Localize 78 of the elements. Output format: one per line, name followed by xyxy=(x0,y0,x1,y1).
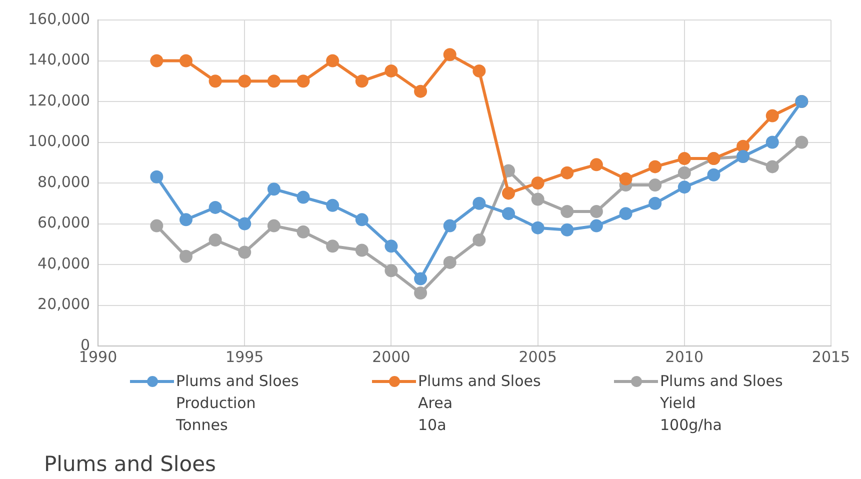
point xyxy=(267,219,280,232)
point xyxy=(267,182,280,196)
point xyxy=(560,223,574,236)
point xyxy=(179,213,192,226)
point xyxy=(414,272,428,286)
point xyxy=(648,178,662,192)
y-tick-label: 140,000 xyxy=(28,50,90,69)
point xyxy=(238,217,252,230)
point xyxy=(296,74,310,88)
point xyxy=(296,190,310,204)
point xyxy=(766,136,779,149)
point xyxy=(766,160,779,174)
point xyxy=(795,136,808,149)
point xyxy=(619,172,632,186)
point xyxy=(707,168,720,182)
point xyxy=(179,54,192,68)
point xyxy=(472,196,486,210)
point xyxy=(678,152,691,166)
legend-label: Plums and Sloes Yield 100g/ha xyxy=(660,371,783,436)
text: Plums and Sloes xyxy=(44,452,216,476)
point xyxy=(648,196,662,210)
y-tick-label: 60,000 xyxy=(38,214,90,232)
point xyxy=(678,166,691,180)
point xyxy=(355,213,368,226)
point xyxy=(531,192,544,206)
point xyxy=(590,219,603,232)
x-tick-label: 1995 xyxy=(226,348,264,366)
x-tick-label: 2010 xyxy=(665,348,704,366)
y-tick-label: 80,000 xyxy=(38,172,90,191)
point xyxy=(531,221,544,234)
point xyxy=(238,74,252,88)
point xyxy=(648,160,662,174)
point xyxy=(619,207,632,220)
point xyxy=(296,225,310,238)
point xyxy=(150,54,164,68)
point xyxy=(326,54,340,68)
point xyxy=(355,244,368,257)
point xyxy=(590,158,603,172)
point xyxy=(208,234,222,247)
point xyxy=(384,240,398,253)
point xyxy=(238,246,252,259)
x-tick-label: 2000 xyxy=(372,348,410,366)
point xyxy=(443,219,456,232)
point xyxy=(766,109,779,122)
point xyxy=(502,186,515,200)
y-tick-label: 20,000 xyxy=(38,295,90,314)
point xyxy=(472,234,486,247)
point xyxy=(414,286,428,300)
point xyxy=(414,84,428,98)
point xyxy=(560,166,574,180)
y-tick-label: 160,000 xyxy=(28,10,90,28)
point xyxy=(208,74,222,88)
point xyxy=(678,180,691,194)
point xyxy=(443,256,456,269)
point xyxy=(472,64,486,78)
point xyxy=(560,205,574,218)
point xyxy=(355,74,368,88)
point xyxy=(736,140,750,153)
point xyxy=(502,207,515,220)
point xyxy=(179,250,192,263)
point xyxy=(326,240,340,253)
point xyxy=(150,170,164,184)
point xyxy=(267,74,280,88)
point xyxy=(384,264,398,278)
point xyxy=(150,219,164,232)
point xyxy=(326,198,340,212)
point xyxy=(531,176,544,190)
point xyxy=(590,205,603,218)
y-tick-label: 100,000 xyxy=(28,132,90,150)
point xyxy=(384,64,398,78)
y-tick-label: 120,000 xyxy=(28,91,90,110)
point xyxy=(443,48,456,62)
y-tick-label: 40,000 xyxy=(38,254,90,272)
point xyxy=(208,200,222,214)
legend-label: Plums and Sloes Area 10a xyxy=(418,371,541,436)
x-tick-label: 2015 xyxy=(812,348,850,366)
legend-label: Plums and Sloes Production Tonnes xyxy=(176,371,299,436)
x-tick-label: 2005 xyxy=(518,348,557,366)
